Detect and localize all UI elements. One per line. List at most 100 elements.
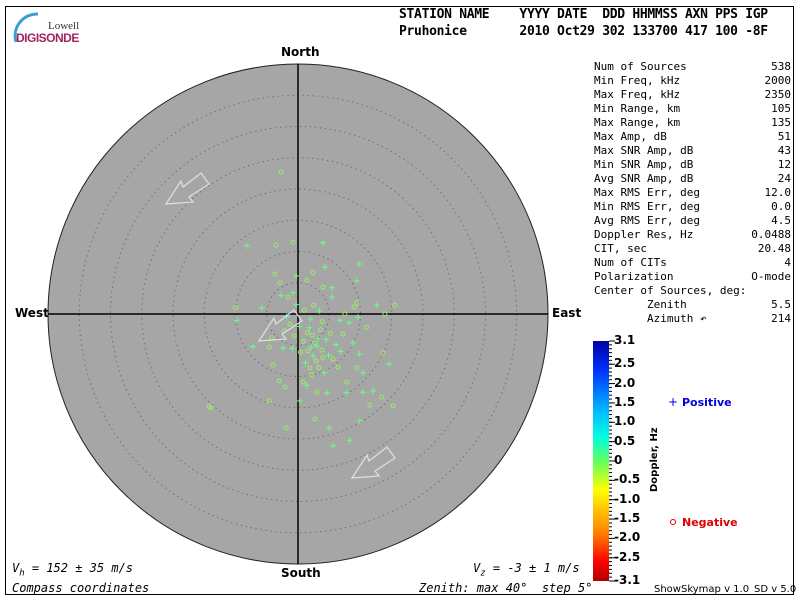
source-point-negative xyxy=(382,311,388,317)
source-point-negative xyxy=(367,402,373,408)
source-point-negative xyxy=(278,169,284,175)
source-point-positive xyxy=(360,389,366,396)
stat-label: Min Range, km xyxy=(594,102,681,115)
coordinate-system: Compass coordinates xyxy=(12,581,150,595)
stat-label: Max Amp, dB xyxy=(594,130,667,143)
source-point-positive xyxy=(323,336,330,343)
source-point-negative xyxy=(285,294,291,300)
source-point-positive xyxy=(243,242,250,249)
stat-label: Max RMS Err, deg xyxy=(594,186,700,199)
colorbar-tick-label: 0.5 xyxy=(614,433,636,448)
source-point-negative xyxy=(330,356,336,362)
source-point-negative xyxy=(233,305,238,311)
vertical-velocity: Vz = -3 ± 1 m/s xyxy=(473,561,580,578)
stat-label: Zenith xyxy=(594,298,687,311)
colorbar-tick-label: -3.1 xyxy=(614,573,641,587)
stat-value: 20.48 xyxy=(757,242,791,255)
stat-value: 0.0 xyxy=(771,200,791,213)
source-point-positive xyxy=(293,272,300,279)
source-point-negative xyxy=(312,416,318,422)
stat-label: Center of Sources, deg: xyxy=(594,284,747,297)
source-point-positive xyxy=(308,344,315,351)
stat-value: 4.5 xyxy=(771,214,791,227)
stat-value: 4 xyxy=(784,256,791,269)
vz-value: = -3 ± 1 m/s xyxy=(485,561,580,575)
source-point-negative xyxy=(340,331,346,337)
source-point-negative xyxy=(335,364,341,370)
vz-symbol: V xyxy=(473,561,481,575)
vh-symbol: V xyxy=(12,561,20,575)
label-south: South xyxy=(281,566,321,580)
stat-row: Polarization O-mode xyxy=(594,270,791,284)
source-point-positive xyxy=(293,301,300,308)
source-point-positive xyxy=(350,339,356,346)
source-point-negative xyxy=(392,302,398,308)
skymap-version: ShowSkymap v 1.0 xyxy=(654,584,750,595)
source-point-negative xyxy=(328,330,333,336)
stat-value: 51 xyxy=(777,130,791,143)
source-point-positive xyxy=(258,304,265,311)
source-point-positive xyxy=(310,352,316,359)
source-point-negative xyxy=(364,324,370,330)
label-west: West xyxy=(15,306,49,320)
stat-row: Center of Sources, deg: xyxy=(594,284,791,298)
stat-row: Max SNR Amp, dB 43 xyxy=(594,144,791,158)
source-point-positive xyxy=(280,344,286,351)
velocity-arrow-icon xyxy=(164,172,210,205)
source-point-positive xyxy=(296,397,303,404)
statistics-panel: Num of Sources 538 Min Freq, kHz 2000 Max Fr… xyxy=(594,60,791,326)
stat-value: 2000 xyxy=(764,74,792,87)
stat-value: 12.0 xyxy=(764,186,792,199)
stat-row: Max Amp, dB 51 xyxy=(594,130,791,144)
stat-row: Num of CITs 4 xyxy=(594,256,791,270)
source-point-negative xyxy=(282,384,288,390)
label-east: East xyxy=(552,306,582,320)
colorbar-label: Doppler, Hz xyxy=(649,427,660,492)
zenith-scale: Zenith: max 40° step 5° xyxy=(419,581,593,595)
source-point-negative xyxy=(301,307,307,313)
stat-row: Min Freq, kHz 2000 xyxy=(594,74,791,88)
source-point-negative xyxy=(270,362,276,368)
stat-label: CIT, sec xyxy=(594,242,647,255)
source-point-negative xyxy=(283,425,289,431)
source-point-positive xyxy=(356,417,363,424)
source-point-negative xyxy=(304,330,310,336)
source-point-negative xyxy=(206,404,212,409)
plus-marker-icon: + xyxy=(668,395,678,409)
source-point-positive xyxy=(302,359,309,366)
stat-value: 12 xyxy=(777,158,791,171)
source-point-positive xyxy=(333,341,340,348)
source-point-positive xyxy=(250,343,256,350)
colorbar-ticks xyxy=(609,340,615,582)
source-point-positive xyxy=(289,345,296,352)
stat-label: Max Freq, kHz xyxy=(594,88,681,101)
colorbar-tick-label: 1.5 xyxy=(614,394,636,409)
source-point-positive xyxy=(313,342,320,349)
mean-velocity-arrow-icon xyxy=(257,309,303,342)
source-point-negative xyxy=(309,372,315,378)
colorbar-tick-label: -2.5 xyxy=(614,549,641,564)
stat-label: Polarization xyxy=(594,270,674,283)
source-point-positive xyxy=(316,307,323,314)
source-point-negative xyxy=(320,355,326,361)
frame xyxy=(5,6,794,595)
source-point-positive xyxy=(307,316,314,322)
source-point-positive xyxy=(355,314,361,321)
logo-line1: Lowell xyxy=(48,20,80,32)
stat-value: 2350 xyxy=(764,88,792,101)
source-point-negative xyxy=(342,311,348,317)
stat-value: 105 xyxy=(771,102,791,115)
stat-row: Min RMS Err, deg 0.0 xyxy=(594,200,791,214)
source-point-positive xyxy=(386,361,393,367)
source-point-positive xyxy=(336,317,343,324)
legend-positive: Positive xyxy=(682,396,732,409)
source-point-negative xyxy=(291,333,297,339)
velocity-arrow-icon xyxy=(350,446,396,479)
source-point-positive xyxy=(346,437,353,444)
source-point-negative xyxy=(320,284,326,290)
logo-arc-icon xyxy=(13,12,39,43)
stat-row: Num of Sources 538 xyxy=(594,60,791,74)
stat-label: Azimuth ↶ xyxy=(594,312,707,325)
stat-label: Avg SNR Amp, dB xyxy=(594,172,694,185)
source-point-positive xyxy=(356,351,363,357)
